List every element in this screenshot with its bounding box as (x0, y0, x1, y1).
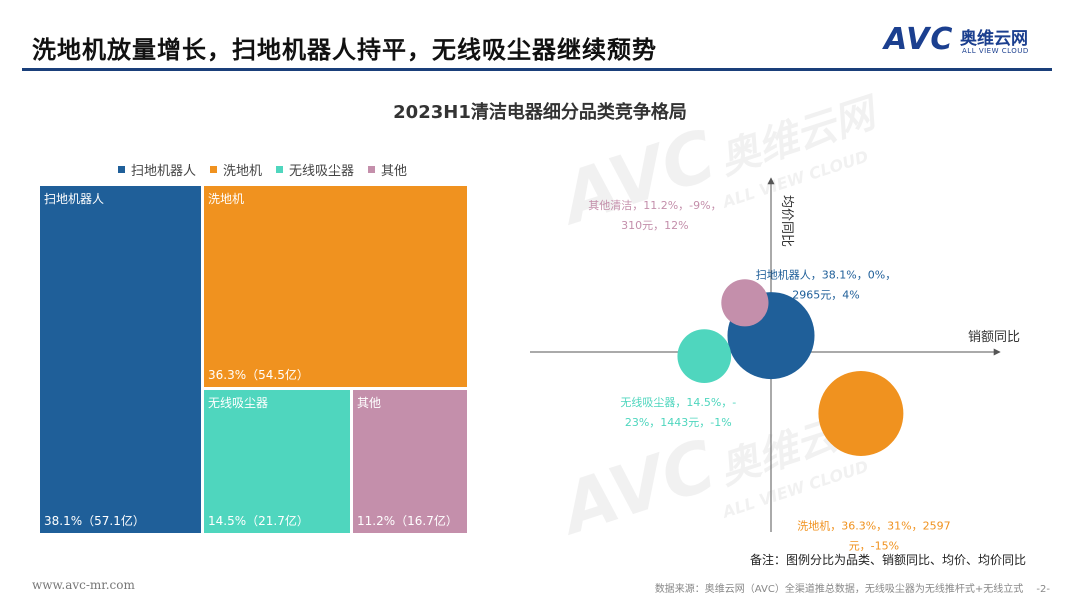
chart-note: 备注：图例分比为品类、销额同比、均价、均价同比 (749, 553, 1026, 567)
legend-swatch (118, 166, 125, 173)
bubble-label-扫地机器人: 扫地机器人，38.1%，0%， 2965元，4% (756, 268, 896, 302)
tile-label: 其他 (357, 396, 382, 410)
y-axis-label: 均价同比 (779, 195, 794, 247)
bubble-label-line: 无线吸尘器，14.5%，- (620, 395, 736, 409)
logo-en-name: ALL VIEW CLOUD (962, 47, 1029, 55)
treemap-tile-洗地机: 洗地机 36.3%（54.5亿） (204, 186, 467, 387)
tile-label: 扫地机器人 (44, 192, 105, 206)
website-url: www.avc-mr.com (32, 578, 135, 592)
legend-label: 其他 (381, 164, 408, 179)
tile-value: 14.5%（21.7亿） (208, 514, 309, 528)
avc-logo: AVC 奥维云网 ALL VIEW CLOUD (884, 22, 1050, 58)
logo-brand: AVC (884, 22, 954, 57)
legend-label: 洗地机 (223, 164, 263, 179)
legend-item-扫地机器人: 扫地机器人 (118, 160, 196, 179)
bubble-无线吸尘器 (677, 329, 732, 383)
bubble-label-line: 310元，12% (621, 219, 688, 232)
bubble-label-line: 元，-15% (849, 540, 899, 553)
bubble-label-line: 洗地机，36.3%，31%，2597 (797, 519, 950, 533)
tile-value: 36.3%（54.5亿） (208, 368, 309, 382)
title-rule (22, 68, 1052, 71)
legend-swatch (368, 166, 376, 173)
bubble-label-无线吸尘器: 无线吸尘器，14.5%，- 23%，1443元，-1% (620, 395, 736, 429)
bubble-label-其他: 其他清洁，11.2%，-9%， 310元，12% (588, 199, 721, 232)
legend-swatch (276, 166, 284, 173)
bubble-洗地机 (818, 371, 904, 456)
tile-label: 洗地机 (208, 192, 245, 206)
page-number: -2- (1036, 584, 1050, 595)
legend-label: 扫地机器人 (131, 164, 197, 179)
bubble-label-line: 扫地机器人，38.1%，0%， (756, 268, 896, 282)
legend-item-其他: 其他 (368, 160, 407, 179)
bubble-label-line: 2965元，4% (792, 289, 859, 302)
tile-value: 38.1%（57.1亿） (44, 514, 145, 528)
bubble-label-洗地机: 洗地机，36.3%，31%，2597 元，-15% (797, 519, 950, 553)
tile-value: 11.2%（16.7亿） (357, 514, 458, 528)
legend-item-洗地机: 洗地机 (210, 160, 262, 179)
treemap-tile-其他: 其他 11.2%（16.7亿） (353, 390, 467, 533)
chart-title: 2023H1清洁电器细分品类竞争格局 (393, 102, 687, 123)
bubble-label-group: 扫地机器人，38.1%，0%， 2965元，4% 洗地机，36.3%，31%，259… (588, 199, 950, 553)
x-axis-label: 销额同比 (968, 330, 1020, 345)
treemap-tile-扫地机器人: 扫地机器人 38.1%（57.1亿） (40, 186, 201, 533)
treemap-tile-无线吸尘器: 无线吸尘器 14.5%（21.7亿） (204, 390, 350, 533)
logo-cn-name: 奥维云网 (960, 29, 1028, 49)
legend-item-无线吸尘器: 无线吸尘器 (276, 160, 354, 179)
legend-label: 无线吸尘器 (289, 164, 355, 179)
tile-label: 无线吸尘器 (208, 396, 269, 410)
bubble-label-line: 其他清洁，11.2%，-9%， (588, 199, 721, 212)
legend-swatch (210, 166, 218, 173)
treemap-legend: 扫地机器人 洗地机 无线吸尘器 其他 (118, 160, 421, 179)
data-source: 数据来源：奥维云网（AVC）全渠道推总数据，无线吸尘器为无线推杆式+无线立式 -… (655, 580, 1050, 595)
slide-title: 洗地机放量增长，扫地机器人持平，无线吸尘器继续颓势 (32, 36, 657, 64)
bubble-其他 (721, 279, 769, 327)
data-source-text: 数据来源：奥维云网（AVC）全渠道推总数据，无线吸尘器为无线推杆式+无线立式 (654, 584, 1024, 595)
bubble-label-line: 23%，1443元，-1% (625, 416, 732, 429)
bubble-group (677, 279, 904, 456)
